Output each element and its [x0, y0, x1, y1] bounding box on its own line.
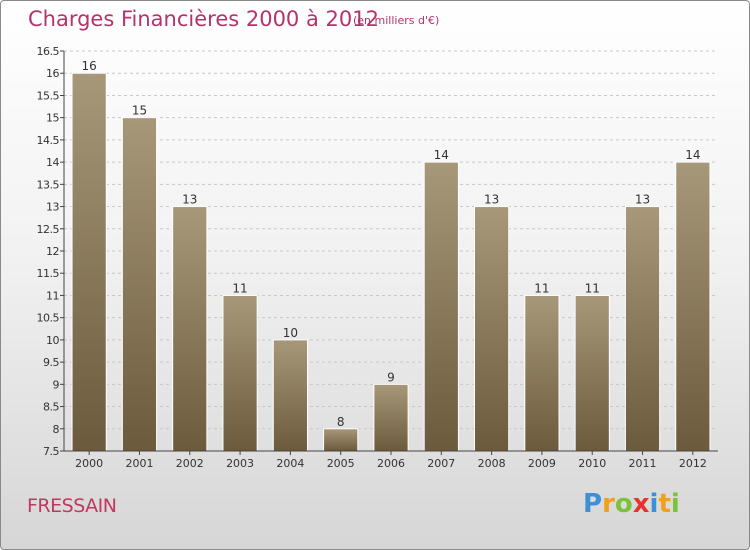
y-tick-label: 15 [46, 112, 59, 125]
y-tick-label: 11.5 [37, 267, 60, 280]
logo-letter: o [614, 489, 633, 519]
bar [222, 294, 258, 452]
x-tick-label: 2007 [427, 457, 455, 470]
y-tick-label: 9 [53, 378, 60, 391]
y-tick-label: 10.5 [37, 312, 60, 325]
y-tick-label: 16.5 [37, 45, 60, 58]
chart-title: Charges Financières 2000 à 2012 [28, 7, 379, 31]
logo-letter: i [670, 489, 680, 519]
bar [172, 206, 208, 452]
x-tick-label: 2005 [327, 457, 355, 470]
bars [71, 72, 711, 452]
data-label: 13 [182, 193, 197, 207]
y-tick-label: 14.5 [37, 134, 60, 147]
y-tick-label: 15.5 [37, 89, 60, 102]
data-label: 11 [232, 281, 247, 295]
y-tick-label: 11 [46, 289, 59, 302]
bar [675, 161, 711, 452]
y-tick-label: 14 [46, 156, 59, 169]
y-tick-label: 12.5 [37, 223, 60, 236]
bar [323, 428, 359, 452]
bar [624, 206, 661, 452]
y-tick-label: 16 [46, 67, 59, 80]
data-label: 14 [434, 148, 449, 162]
bar [574, 294, 610, 452]
data-label: 11 [585, 281, 600, 295]
logo-letter: P [583, 489, 603, 519]
data-label: 15 [132, 104, 147, 118]
y-tick-label: 8 [53, 423, 60, 436]
commune-name: FRESSAIN [27, 495, 117, 517]
data-label: 11 [534, 281, 549, 295]
bar [474, 206, 510, 452]
x-tick-label: 2004 [276, 457, 304, 470]
y-tick-label: 7.5 [43, 445, 59, 458]
y-tick-label: 13 [46, 201, 59, 214]
y-tick-label: 8.5 [43, 401, 59, 414]
chart-subtitle: (en milliers d'€) [353, 14, 440, 27]
x-tick-label: 2009 [528, 457, 556, 470]
x-tick-label: 2006 [377, 457, 405, 470]
data-label: 10 [283, 326, 298, 340]
bar [373, 383, 409, 452]
x-tick-label: 2001 [125, 457, 153, 470]
data-label: 13 [635, 193, 650, 207]
proxiti-logo: Proxiti [583, 489, 680, 519]
x-tick-label: 2010 [578, 457, 606, 470]
data-label: 8 [337, 415, 345, 429]
logo-letter: i [649, 489, 659, 519]
x-tick-label: 2000 [75, 457, 103, 470]
data-label: 13 [484, 193, 499, 207]
y-tick-label: 9.5 [43, 356, 59, 369]
data-label: 16 [82, 59, 97, 73]
bar [71, 72, 107, 452]
y-tick-label: 10 [46, 334, 59, 347]
y-tick-label: 13.5 [37, 178, 60, 191]
bar [524, 294, 560, 452]
labels: 7.5 8 8.5 9 9.5 10 10.5 11 11.5 12 12.5 13 13.5 14 14.… [37, 45, 707, 470]
bar [272, 339, 308, 452]
x-tick-label: 2012 [679, 457, 707, 470]
bar [423, 161, 459, 452]
data-label: 9 [387, 370, 395, 384]
x-tick-label: 2002 [176, 457, 204, 470]
x-tick-label: 2011 [629, 457, 657, 470]
axes [60, 50, 718, 455]
y-tick-label: 12 [46, 245, 59, 258]
x-tick-label: 2008 [478, 457, 506, 470]
logo-letter: t [658, 489, 671, 519]
logo-letter: r [602, 489, 615, 519]
logo-letter: x [632, 489, 650, 519]
x-tick-label: 2003 [226, 457, 254, 470]
data-label: 14 [685, 148, 700, 162]
bar [121, 117, 158, 452]
